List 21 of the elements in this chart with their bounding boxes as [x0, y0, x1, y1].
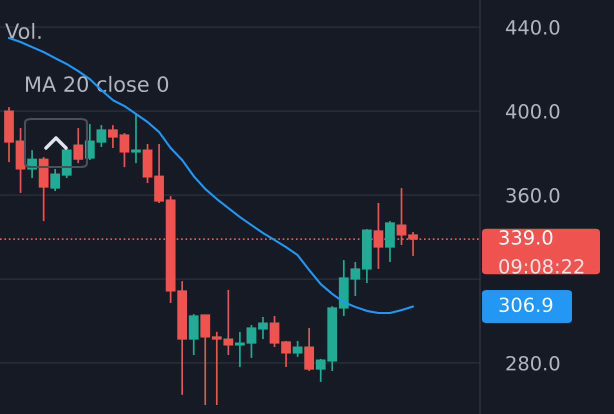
candlestick	[200, 314, 210, 406]
candlestick	[316, 358, 326, 383]
annotation: Vol.	[5, 22, 41, 40]
y-tick-label: 400.0	[506, 104, 560, 119]
text: 306.9	[499, 297, 552, 312]
candlestick	[350, 261, 360, 297]
candlestick	[73, 127, 84, 164]
candlestick	[50, 168, 60, 192]
candlestick	[223, 289, 234, 356]
candlestick	[96, 124, 106, 148]
candlestick	[292, 340, 302, 358]
candlestick	[188, 313, 199, 356]
annotation: MA 20 close 0	[26, 76, 168, 92]
y-tick-label: 280.0	[506, 356, 560, 371]
candlestick	[131, 112, 141, 164]
y-tick-label: 360.0	[506, 188, 560, 203]
y-tick-label: 440.0	[506, 20, 560, 35]
candlestick	[304, 327, 314, 372]
ref-line-label: 339.0	[499, 230, 552, 245]
candlestick	[212, 331, 222, 406]
text: 09:08:22	[499, 259, 584, 274]
